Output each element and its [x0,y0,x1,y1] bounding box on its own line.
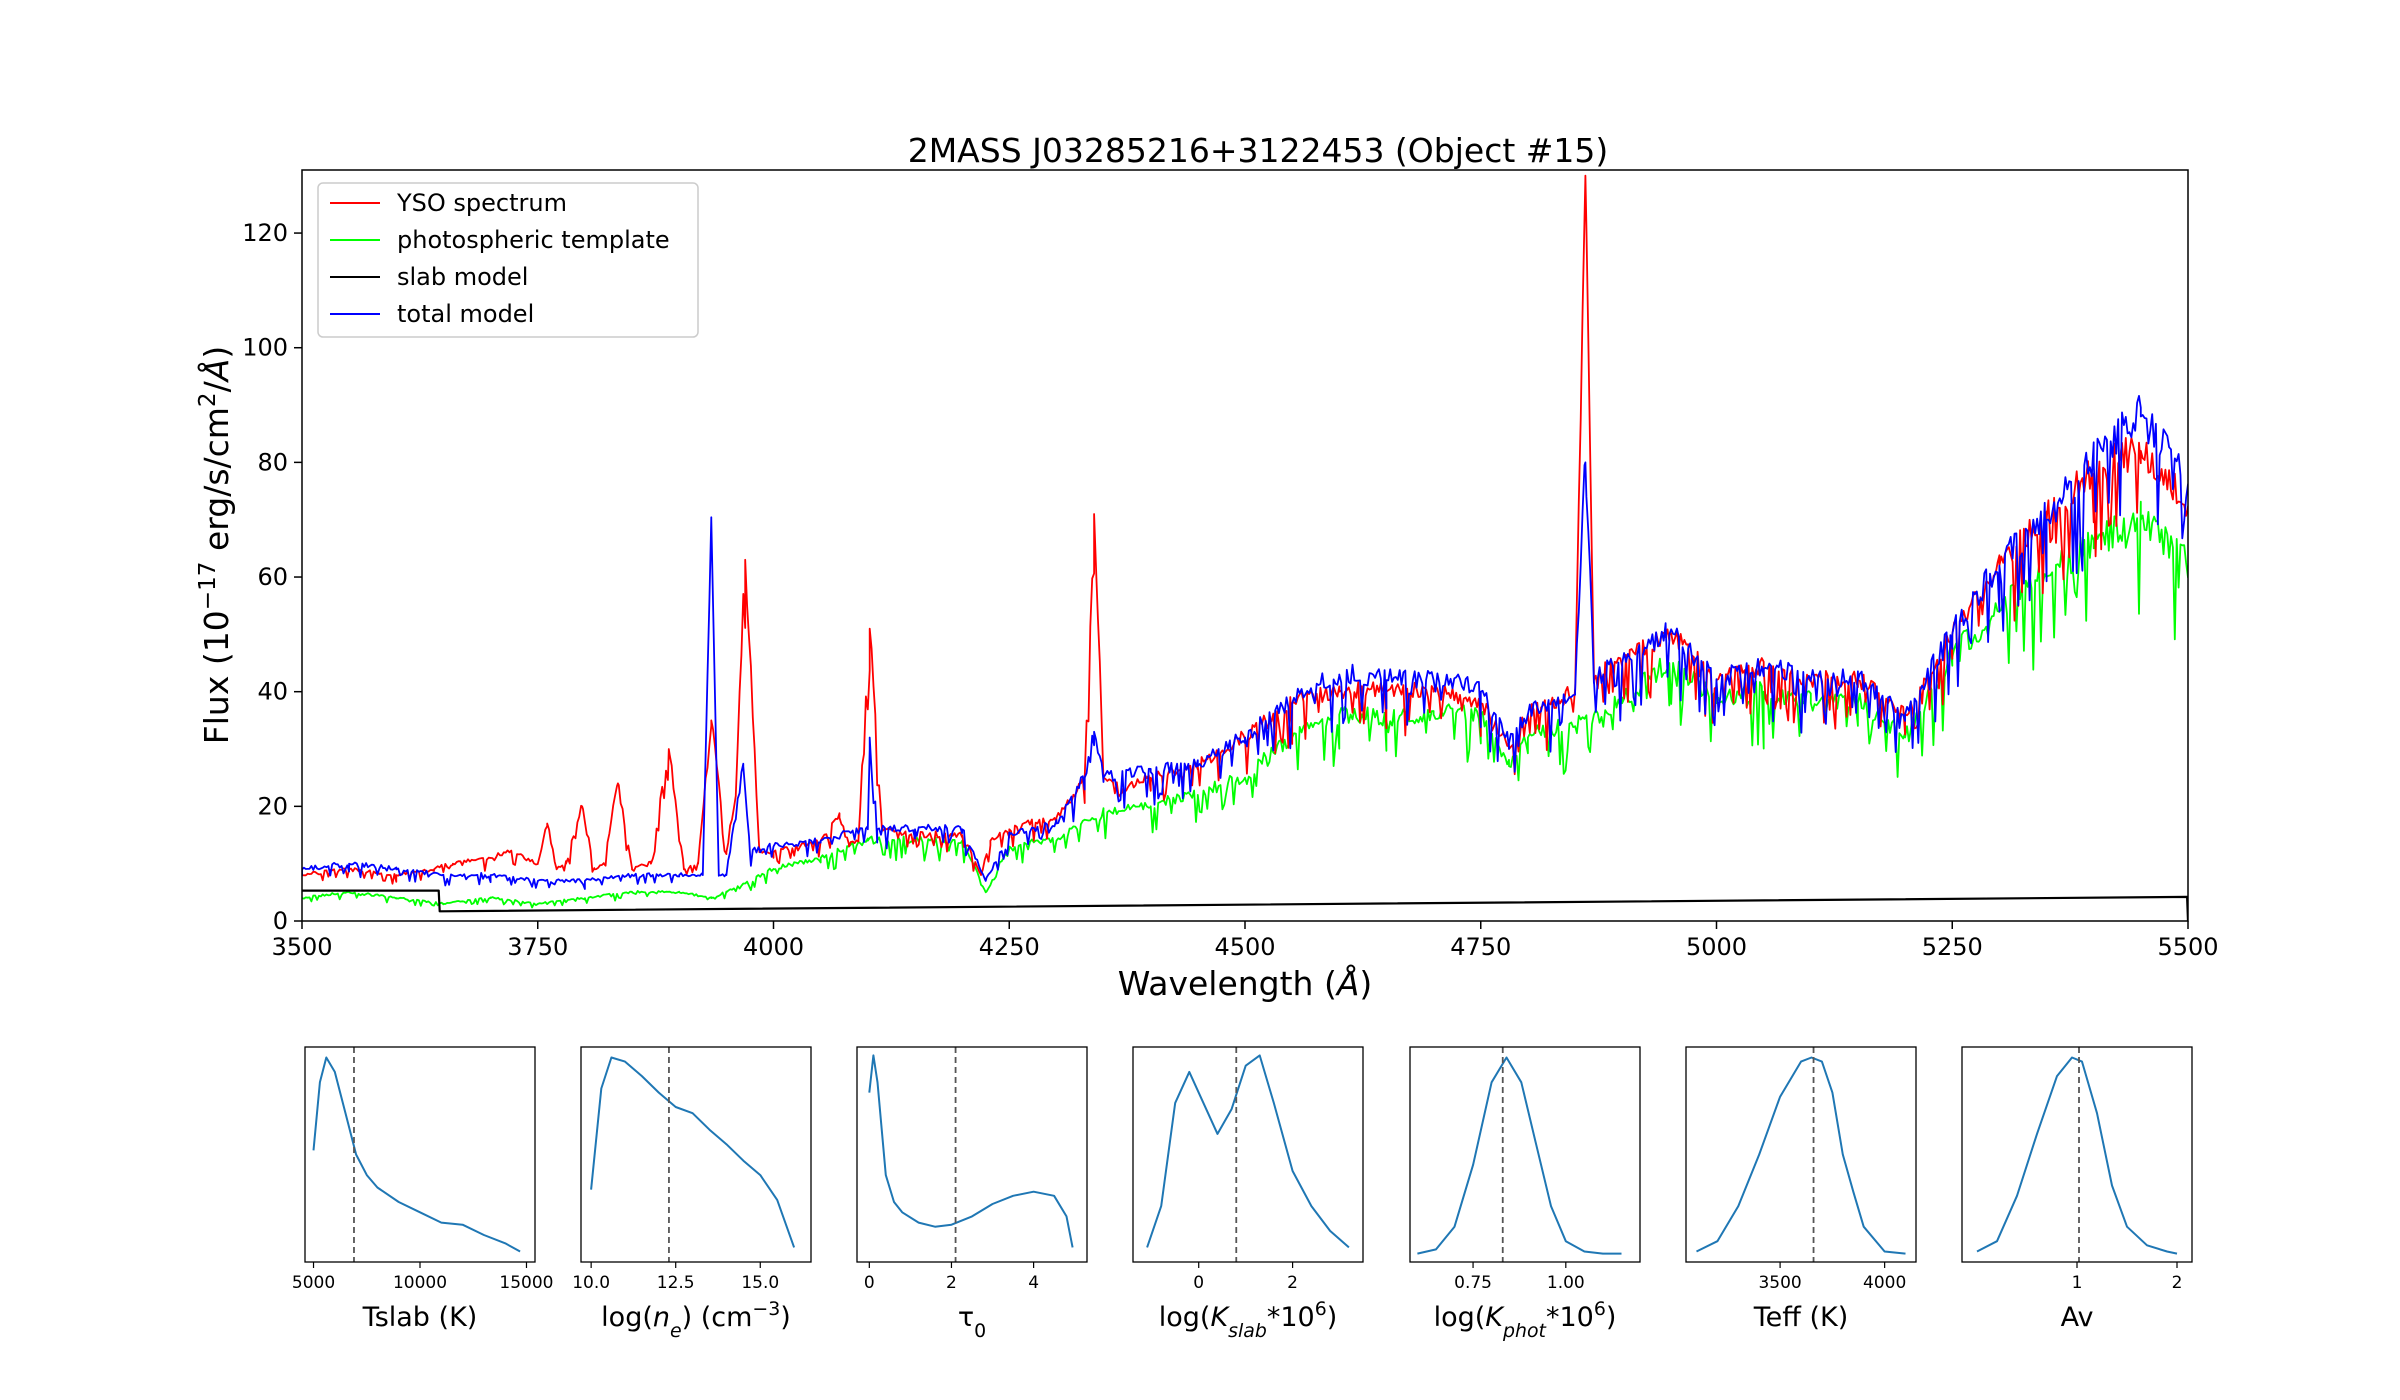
posterior-axis-label: log(Kslab*106) [1159,1298,1338,1342]
posterior-frame [856,1046,1088,1263]
posterior-axis-label: log(ne) (cm−3) [601,1298,791,1342]
posterior-curve [1696,1056,1906,1255]
posterior-x-tick-label: 1.00 [1547,1273,1585,1293]
posterior-x-tick-label: 10000 [393,1273,447,1293]
posterior-frame [1132,1046,1364,1263]
posterior-x-tick-label: 4 [1028,1273,1039,1293]
y-tick-label: 100 [242,334,288,362]
posterior-curve [868,1054,1074,1248]
spectrum-panel: 2MASS J03285216+3122453 (Object #15) 350… [195,131,2219,1003]
spectrum-title: 2MASS J03285216+3122453 (Object #15) [908,131,1609,170]
posterior-x-tick-label: 2 [1287,1273,1298,1293]
posterior-panel: 5000 10000 15000 Tslab (K) [292,1046,554,1333]
legend-entries: YSO spectrum photospheric template slab mo… [330,189,670,328]
posterior-curve [590,1056,796,1248]
posterior-panel: 0.75 1.00 log(Kphot*106) [1409,1046,1641,1342]
legend-label-slab: slab model [397,263,528,291]
series-yso-line [302,174,2188,885]
posterior-panel: 10.0 12.5 15.0 log(ne) (cm−3) [572,1046,812,1342]
posterior-x-tick-label: 3500 [1758,1273,1801,1293]
legend-label-photosphere: photospheric template [397,226,670,254]
y-tick-label: 40 [257,678,288,706]
posterior-panel: 0 2 log(Kslab*106) [1132,1046,1364,1342]
x-tick-label: 5000 [1686,933,1747,961]
legend-label-total: total model [397,300,534,328]
posterior-x-tick-label: 4000 [1863,1273,1906,1293]
posterior-panel: 3500 4000 Teff (K) [1685,1046,1917,1333]
posterior-curve [1976,1056,2178,1255]
posterior-x-tick-label: 12.5 [657,1273,695,1293]
y-tick-label: 120 [242,219,288,247]
posterior-x-tick-label: 0 [1193,1273,1204,1293]
spectrum-y-axis-label: Flux (10−17 erg/s/cm2/Å) [195,346,236,744]
posterior-x-tick-label: 0 [864,1273,875,1293]
posterior-axis-label: Tslab (K) [362,1302,478,1333]
y-tick-label: 80 [257,448,288,476]
posterior-curve [312,1056,521,1253]
x-tick-label: 5500 [2157,933,2218,961]
posterior-panel: 0 2 4 τ0 [856,1046,1088,1342]
posterior-axis-label: log(Kphot*106) [1434,1298,1617,1342]
y-tick-label: 0 [273,907,288,935]
posterior-x-tick-label: 15000 [499,1273,553,1293]
posterior-axis-label: Teff (K) [1753,1302,1848,1333]
y-tick-label: 20 [257,792,288,820]
legend-label-yso: YSO spectrum [396,189,567,217]
posterior-axis-label: Av [2061,1302,2094,1333]
posterior-x-tick-label: 5000 [292,1273,335,1293]
spectrum-x-ticks: 3500 3750 4000 4250 4500 4750 5000 5250 5500 [271,921,2219,961]
posterior-panel: 1 2 Av [1961,1046,2193,1333]
posterior-x-tick-label: 1 [2072,1273,2083,1293]
posterior-x-tick-label: 0.75 [1454,1273,1492,1293]
series-photosphere-line [302,500,2188,909]
posterior-x-tick-label: 2 [946,1273,957,1293]
x-tick-label: 4750 [1450,933,1511,961]
x-tick-label: 5250 [1922,933,1983,961]
x-tick-label: 4000 [743,933,804,961]
posterior-x-tick-label: 2 [2172,1273,2183,1293]
x-tick-label: 3500 [271,933,332,961]
posterior-axis-label: τ0 [958,1302,986,1342]
spectrum-x-axis-label: Wavelength (Å) [1118,963,1373,1003]
spectrum-y-ticks: 0 20 40 60 80 100 120 [242,219,302,935]
posterior-frame [580,1046,812,1263]
legend: YSO spectrum photospheric template slab mo… [317,182,699,338]
posterior-curve [1146,1054,1350,1249]
posterior-frame [1409,1046,1641,1263]
y-tick-label: 60 [257,563,288,591]
x-tick-label: 4250 [979,933,1040,961]
posterior-curve [1417,1056,1622,1255]
posterior-x-tick-label: 10.0 [572,1273,610,1293]
legend-box [317,182,699,338]
series-total-line [302,395,2188,890]
x-tick-label: 4500 [1214,933,1275,961]
posterior-panels: 5000 10000 15000 Tslab (K) 10.0 12.5 15.0 log(n… [292,1046,2193,1342]
posterior-frame [1685,1046,1917,1263]
x-tick-label: 3750 [507,933,568,961]
posterior-x-tick-label: 15.0 [741,1273,779,1293]
